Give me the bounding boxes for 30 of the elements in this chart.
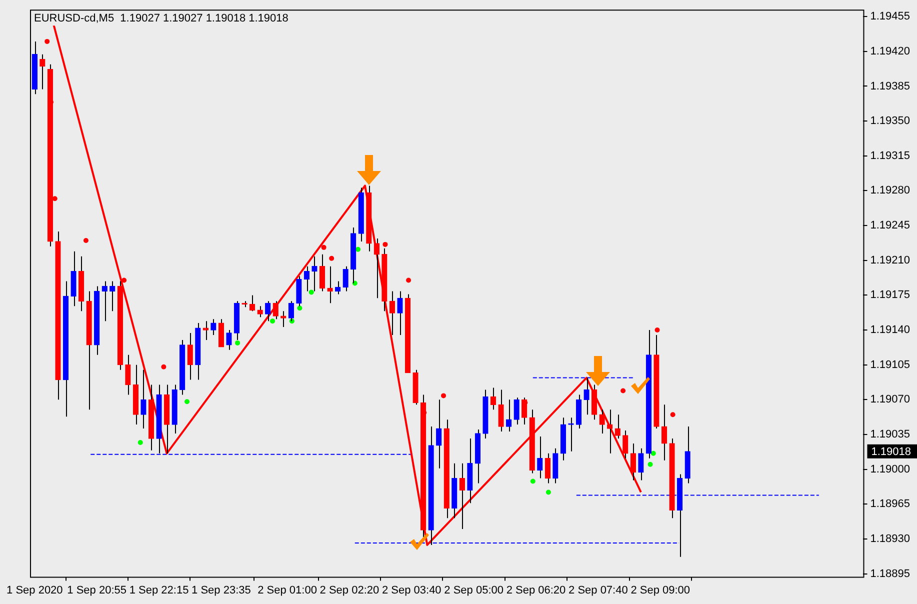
x-tick-label: 2 Sep 07:40 [568, 584, 628, 596]
x-tick-label: 1 Sep 20:55 [67, 584, 127, 596]
x-tick-label: 1 Sep 2020 [6, 584, 63, 596]
y-tick-label: 1.19140 [870, 324, 910, 336]
y-tick-label: 1.19175 [870, 289, 910, 302]
y-tick-label: 1.19035 [870, 428, 910, 441]
y-tick-label: 1.19000 [870, 463, 910, 476]
y-tick-label: 1.18930 [870, 533, 910, 546]
x-tick-label: 1 Sep 23:35 [192, 584, 251, 596]
y-tick-label: 1.19420 [870, 45, 910, 58]
y-tick-label: 1.19105 [870, 358, 910, 371]
x-tick-label: 2 Sep 03:40 [382, 584, 442, 596]
y-tick-label: 1.18965 [870, 498, 910, 510]
x-tick-label: 1 Sep 22:15 [129, 584, 189, 596]
text: 1.19018 [871, 446, 912, 458]
y-tick-label: 1.19350 [870, 115, 910, 128]
y-tick-label: 1.19280 [870, 184, 910, 197]
x-tick-label: 2 Sep 06:20 [506, 584, 566, 596]
y-tick-label: 1.19210 [870, 254, 910, 266]
chart-title: EURUSD-cd,M5 1.19027 1.19027 1.19018 1.19018 [34, 12, 288, 25]
y-tick-label: 1.19385 [870, 80, 910, 92]
y-tick-label: 1.18895 [870, 568, 910, 580]
x-tick-label: 2 Sep 09:00 [630, 584, 690, 596]
x-tick-label: 2 Sep 01:00 [258, 584, 317, 596]
y-tick-label: 1.19245 [870, 220, 910, 232]
y-tick-label: 1.19315 [870, 150, 910, 162]
y-tick-label: 1.19070 [870, 394, 910, 406]
y-tick-label: 1.19455 [870, 10, 910, 23]
x-tick-label: 2 Sep 05:00 [444, 584, 504, 596]
x-tick-label: 2 Sep 02:20 [320, 584, 380, 596]
